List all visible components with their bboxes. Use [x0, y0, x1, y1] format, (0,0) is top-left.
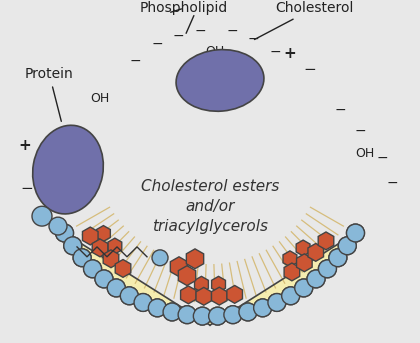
- Circle shape: [73, 249, 91, 267]
- Circle shape: [121, 287, 138, 305]
- Circle shape: [178, 306, 196, 323]
- Circle shape: [64, 237, 82, 255]
- Circle shape: [239, 303, 257, 321]
- Circle shape: [329, 249, 347, 267]
- Polygon shape: [283, 251, 297, 267]
- Circle shape: [121, 287, 138, 305]
- Circle shape: [107, 279, 125, 297]
- Text: +: +: [18, 138, 32, 153]
- Text: −: −: [269, 45, 281, 59]
- Text: −: −: [172, 29, 184, 43]
- Circle shape: [338, 237, 356, 255]
- Circle shape: [282, 287, 299, 305]
- Circle shape: [209, 307, 227, 325]
- Polygon shape: [227, 285, 242, 303]
- Text: Cholesterol: Cholesterol: [255, 1, 353, 39]
- Text: −: −: [21, 181, 33, 197]
- Polygon shape: [65, 233, 355, 325]
- Text: Cholesterol esters: Cholesterol esters: [141, 179, 279, 194]
- Polygon shape: [196, 287, 212, 305]
- Circle shape: [84, 260, 102, 278]
- Circle shape: [209, 307, 227, 325]
- Polygon shape: [115, 260, 131, 277]
- Circle shape: [268, 294, 286, 311]
- Circle shape: [32, 206, 52, 226]
- Circle shape: [318, 260, 336, 278]
- Text: −: −: [226, 24, 238, 38]
- Text: OH: OH: [205, 45, 225, 58]
- Polygon shape: [181, 286, 196, 304]
- Circle shape: [134, 294, 152, 311]
- Text: Phospholipid: Phospholipid: [140, 1, 228, 15]
- Circle shape: [148, 299, 166, 317]
- Polygon shape: [297, 254, 312, 272]
- Circle shape: [338, 237, 356, 255]
- Circle shape: [318, 260, 336, 278]
- Polygon shape: [212, 287, 227, 305]
- Text: −: −: [247, 32, 259, 46]
- Circle shape: [254, 299, 272, 317]
- Text: −: −: [354, 124, 366, 138]
- Circle shape: [307, 270, 325, 288]
- Polygon shape: [308, 244, 323, 261]
- Polygon shape: [194, 276, 208, 292]
- Circle shape: [84, 260, 102, 278]
- Circle shape: [148, 299, 166, 317]
- Circle shape: [95, 270, 113, 288]
- Circle shape: [95, 270, 113, 288]
- Circle shape: [295, 279, 313, 297]
- Circle shape: [224, 306, 242, 323]
- Circle shape: [295, 279, 313, 297]
- Circle shape: [49, 217, 67, 235]
- Polygon shape: [171, 257, 188, 276]
- Text: OH: OH: [355, 147, 375, 160]
- Polygon shape: [92, 239, 108, 257]
- Circle shape: [152, 250, 168, 266]
- Text: and/or: and/or: [185, 199, 235, 214]
- Circle shape: [134, 294, 152, 311]
- Polygon shape: [108, 238, 122, 254]
- Ellipse shape: [33, 125, 103, 214]
- Circle shape: [64, 237, 82, 255]
- Text: triacylglycerols: triacylglycerols: [152, 218, 268, 234]
- Polygon shape: [296, 240, 310, 256]
- Text: −: −: [194, 24, 206, 38]
- Circle shape: [55, 224, 74, 242]
- Circle shape: [282, 287, 299, 305]
- Circle shape: [307, 270, 325, 288]
- Circle shape: [254, 299, 272, 317]
- Circle shape: [224, 306, 242, 323]
- Text: −: −: [304, 62, 316, 78]
- Circle shape: [346, 224, 365, 242]
- Text: −: −: [376, 151, 388, 165]
- Polygon shape: [97, 226, 110, 241]
- Text: −: −: [334, 103, 346, 117]
- Ellipse shape: [176, 50, 264, 111]
- Polygon shape: [318, 232, 334, 250]
- Polygon shape: [186, 249, 204, 269]
- Polygon shape: [178, 266, 196, 285]
- Circle shape: [346, 224, 365, 242]
- Circle shape: [268, 294, 286, 311]
- Text: +: +: [284, 46, 297, 61]
- Circle shape: [73, 249, 91, 267]
- Circle shape: [193, 307, 211, 325]
- Circle shape: [193, 307, 211, 325]
- Text: −: −: [129, 54, 141, 68]
- Circle shape: [178, 306, 196, 323]
- Circle shape: [239, 303, 257, 321]
- Circle shape: [55, 224, 74, 242]
- Polygon shape: [212, 276, 226, 292]
- Circle shape: [329, 249, 347, 267]
- Text: −: −: [386, 176, 398, 189]
- Text: Protein: Protein: [25, 68, 74, 121]
- Text: −: −: [151, 37, 163, 51]
- Text: OH: OH: [90, 92, 110, 105]
- Polygon shape: [103, 250, 119, 268]
- Polygon shape: [284, 263, 300, 281]
- Circle shape: [107, 279, 125, 297]
- Circle shape: [163, 303, 181, 321]
- Polygon shape: [82, 227, 98, 245]
- Circle shape: [163, 303, 181, 321]
